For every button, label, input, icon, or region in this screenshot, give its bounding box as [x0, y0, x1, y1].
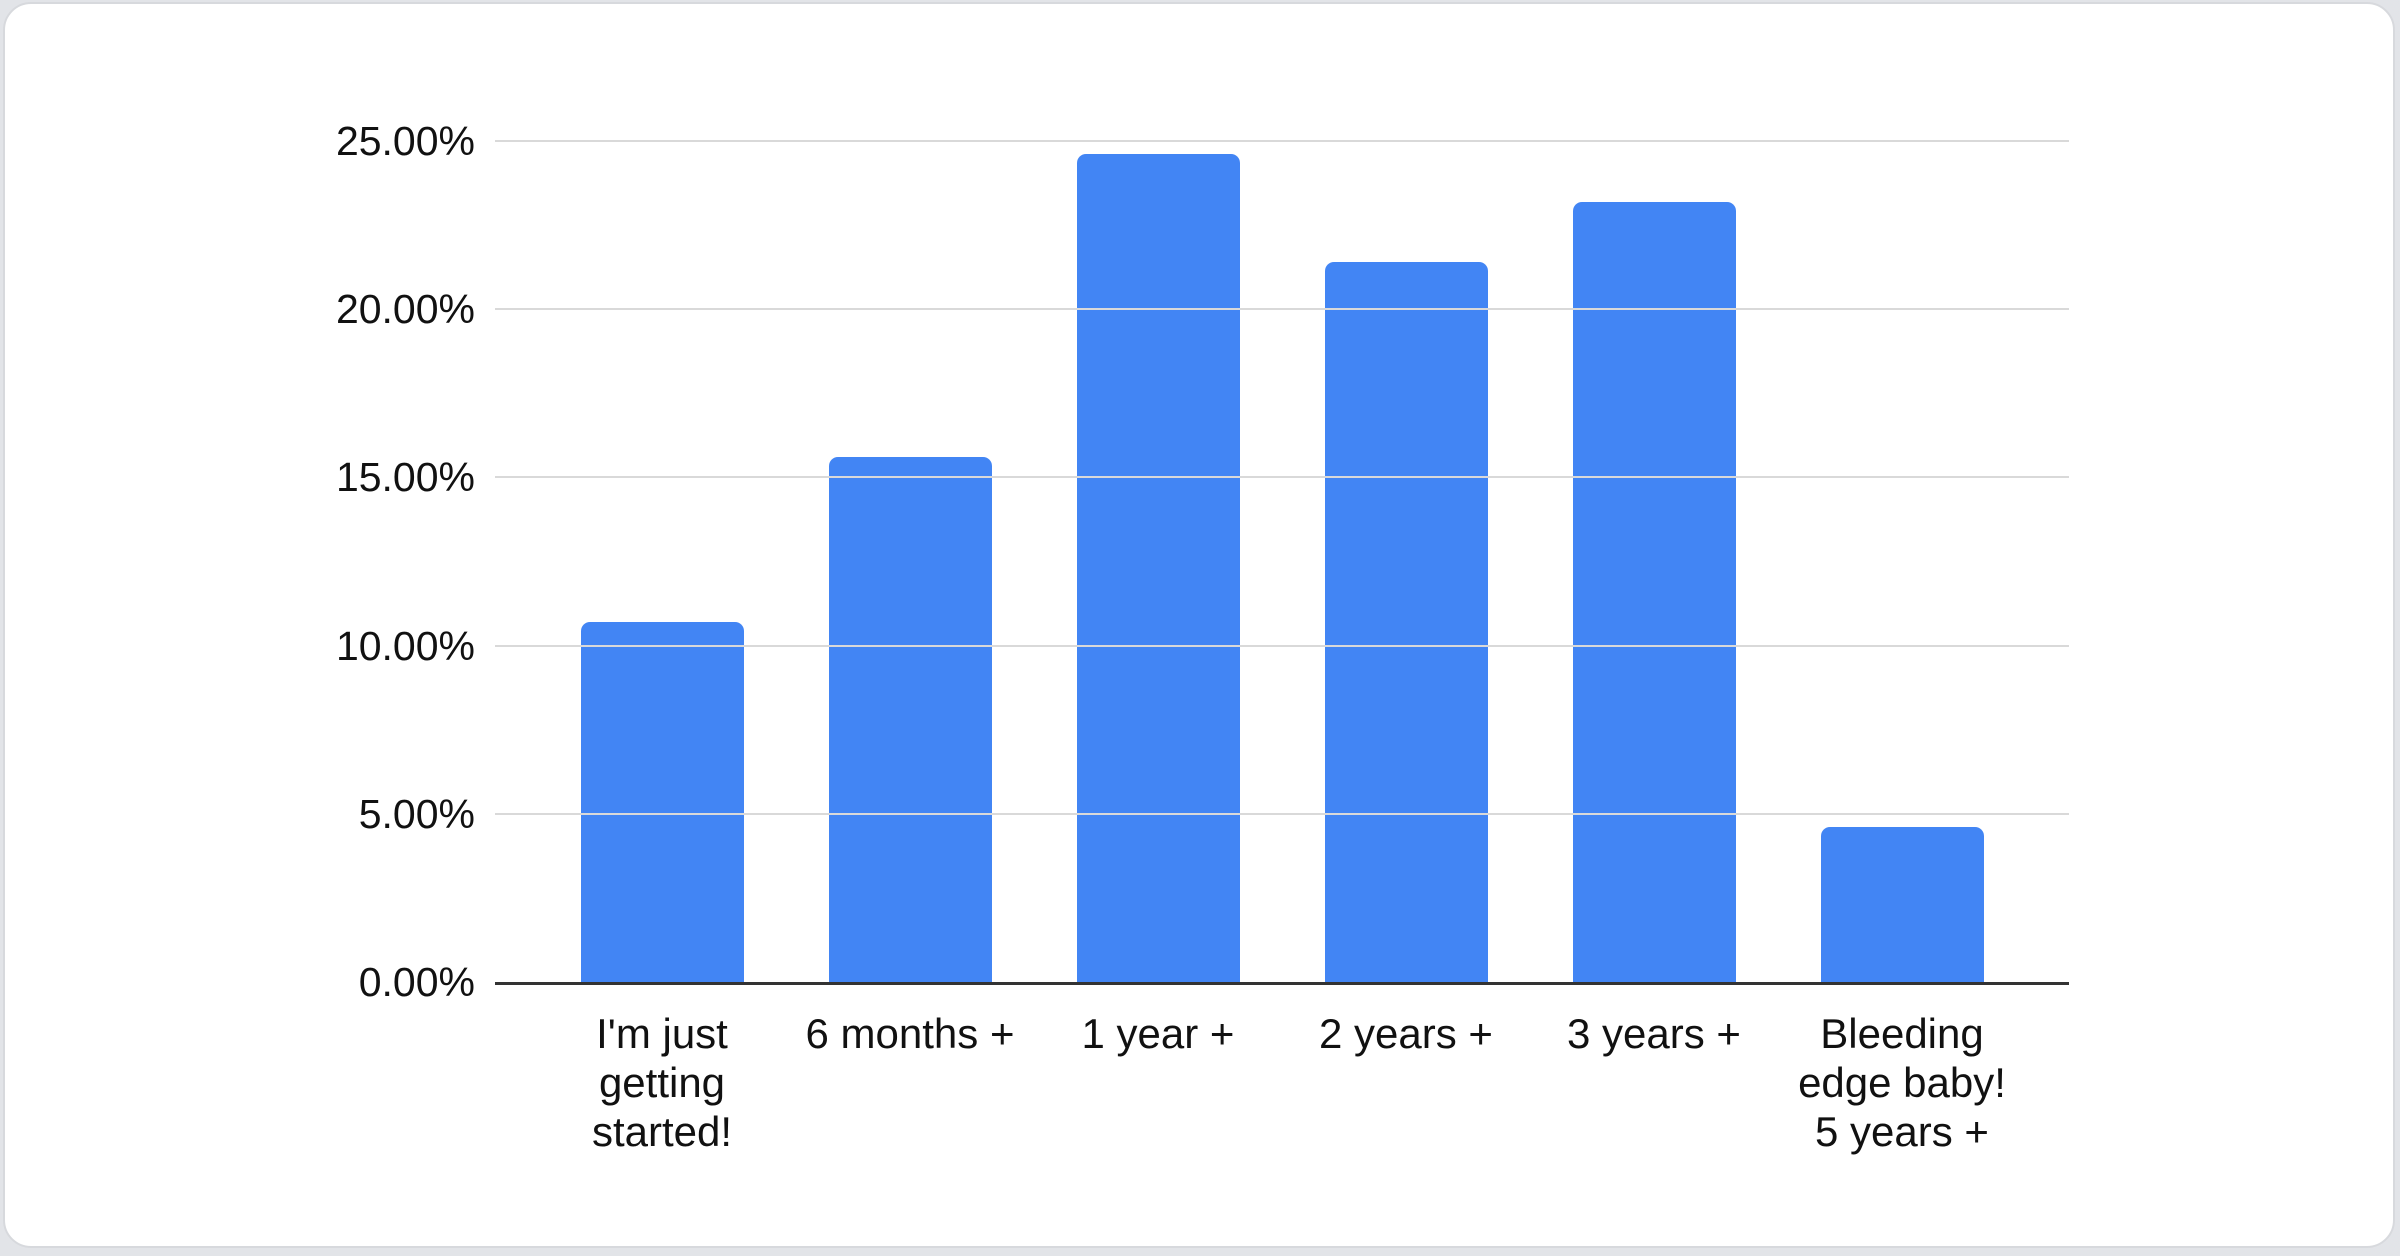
chart-card: 0.00% 5.00% 10.00% 15.00% 20.00% 25.00% I'm j…: [3, 2, 2395, 1248]
y-tick-label: 25.00%: [335, 118, 475, 164]
bars-container: [495, 141, 2069, 982]
x-tick-label: 3 years +: [1567, 1010, 1741, 1057]
x-tick-label: I'm just getting started!: [591, 1010, 733, 1155]
gridline: [495, 476, 2069, 479]
bar-slot: [1034, 141, 1282, 982]
y-tick-label: 15.00%: [335, 454, 475, 501]
gridline: [495, 308, 2069, 311]
bar-slot: [538, 141, 786, 982]
bar-slot: [1282, 141, 1530, 982]
bar-slot: [786, 141, 1034, 982]
bar-slot: [1530, 141, 1778, 982]
x-tick-label: 1 year +: [1081, 1010, 1235, 1057]
bar: [1572, 201, 1736, 982]
bar: [1076, 154, 1240, 982]
x-tick-label: 2 years +: [1319, 1010, 1493, 1057]
gridline: [495, 644, 2069, 647]
y-tick-label: 0.00%: [358, 959, 475, 1005]
bar: [580, 622, 744, 982]
gridline: [495, 140, 2069, 142]
y-tick-label: 10.00%: [335, 622, 475, 669]
bar: [1324, 262, 1488, 982]
bar-slot: [1778, 141, 2026, 982]
x-axis: I'm just getting started! 6 months + 1 yea…: [495, 1009, 2069, 1156]
y-tick-label: 20.00%: [335, 286, 475, 333]
x-tick-label: Bleeding edge baby! 5 years +: [1798, 1010, 2006, 1155]
bar: [828, 457, 992, 982]
y-axis: 0.00% 5.00% 10.00% 15.00% 20.00% 25.00%: [5, 118, 475, 1005]
y-tick-label: 5.00%: [358, 790, 475, 837]
x-tick-label: 6 months +: [805, 1010, 1015, 1057]
gridline: [495, 812, 2069, 815]
bar: [1820, 827, 1984, 982]
plot-area: [495, 140, 2069, 985]
